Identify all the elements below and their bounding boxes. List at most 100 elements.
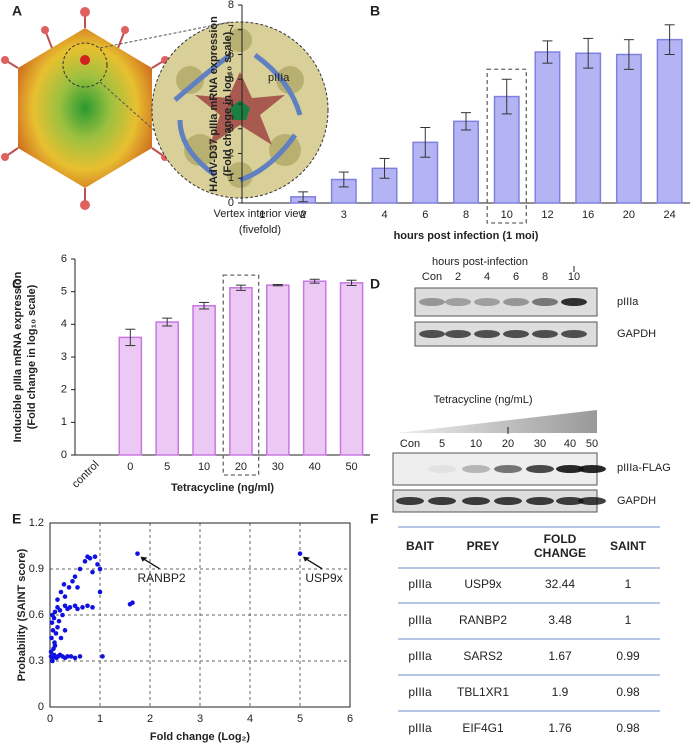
point bbox=[52, 643, 58, 648]
x-tick-label: 3 bbox=[197, 713, 203, 725]
y-tick-label: 5 bbox=[228, 73, 234, 85]
x-tick-label: 6 bbox=[422, 209, 428, 221]
y-tick-label: 1 bbox=[228, 172, 234, 184]
table-header: FOLD bbox=[544, 532, 577, 546]
table-header: CHANGE bbox=[534, 546, 586, 560]
point bbox=[135, 551, 140, 556]
annotation: RANBP2 bbox=[137, 571, 185, 585]
table-cell: RANBP2 bbox=[459, 613, 507, 627]
band bbox=[526, 465, 554, 473]
table-cell: 3.48 bbox=[548, 613, 572, 627]
blot-title: Tetracycline (ng/mL) bbox=[433, 394, 532, 406]
band bbox=[503, 330, 529, 338]
x-tick-label: 0 bbox=[47, 713, 53, 725]
lane-label: 30 bbox=[534, 438, 546, 450]
bar bbox=[266, 284, 290, 456]
y-tick-label: 6 bbox=[228, 48, 234, 60]
band bbox=[556, 497, 584, 505]
table-cell: USP9x bbox=[464, 577, 501, 591]
band bbox=[532, 330, 558, 338]
y-axis-label: (Fold change in log₁₀ scale) bbox=[222, 31, 234, 176]
y-axis-label: (Fold change in log₁₀ scale) bbox=[26, 284, 38, 429]
point bbox=[72, 655, 78, 661]
bar bbox=[118, 336, 143, 456]
y-tick-label: 8 bbox=[228, 0, 234, 11]
table-cell: 1.76 bbox=[548, 721, 572, 735]
band bbox=[445, 298, 471, 306]
table-cell: 1.67 bbox=[548, 649, 572, 663]
y-tick-label: 0 bbox=[61, 449, 67, 461]
x-tick-label: 6 bbox=[347, 713, 353, 725]
table-header: BAIT bbox=[406, 539, 435, 553]
table-cell: 0.99 bbox=[616, 649, 640, 663]
point bbox=[297, 551, 303, 556]
blot-title: hours post-infection bbox=[432, 256, 528, 268]
point bbox=[70, 578, 75, 584]
point bbox=[87, 555, 93, 561]
x-tick-label: 2 bbox=[300, 209, 306, 221]
band bbox=[561, 330, 587, 338]
bar bbox=[534, 51, 561, 204]
y-tick-label: 6 bbox=[61, 253, 67, 265]
band bbox=[578, 465, 606, 473]
table-cell: pIIIa bbox=[408, 721, 432, 735]
x-tick-label: 10 bbox=[198, 461, 210, 473]
point bbox=[50, 658, 55, 664]
row-label: pIIIa bbox=[617, 296, 639, 308]
annotation: USP9x bbox=[305, 571, 342, 585]
point bbox=[100, 654, 105, 659]
y-tick-label: 1.2 bbox=[29, 517, 44, 529]
y-tick-label: 3 bbox=[228, 123, 234, 135]
row-label: GAPDH bbox=[617, 495, 656, 507]
point bbox=[62, 603, 68, 609]
y-tick-label: 0.9 bbox=[29, 563, 44, 575]
bar bbox=[339, 282, 364, 456]
point bbox=[52, 609, 58, 615]
band bbox=[578, 497, 606, 505]
table-cell: 0.98 bbox=[616, 721, 640, 735]
point bbox=[49, 635, 54, 641]
point bbox=[62, 628, 68, 633]
panel-letter: F bbox=[370, 511, 379, 527]
point bbox=[85, 603, 90, 609]
table-cell: 1 bbox=[625, 577, 632, 591]
x-tick-label: 8 bbox=[463, 209, 469, 221]
table-cell: pIIIa bbox=[408, 685, 432, 699]
y-axis-label: Inducible pIIIa mRNA expression bbox=[12, 271, 24, 442]
band bbox=[494, 497, 522, 505]
point bbox=[55, 605, 60, 610]
point bbox=[90, 605, 95, 610]
x-tick-label: 5 bbox=[297, 713, 303, 725]
protein-label: pIIIa bbox=[268, 72, 290, 84]
band bbox=[419, 298, 445, 306]
table-cell: 32.44 bbox=[545, 577, 575, 591]
table-header: SAINT bbox=[610, 539, 647, 553]
y-tick-label: 1 bbox=[61, 416, 67, 428]
y-tick-label: 4 bbox=[61, 318, 67, 330]
y-tick-label: 2 bbox=[61, 384, 67, 396]
western-blot: hours post-infection Tetracycline (ng/mL… bbox=[392, 256, 598, 513]
band bbox=[419, 330, 445, 338]
band bbox=[462, 497, 490, 505]
band bbox=[462, 465, 490, 473]
highlight-box bbox=[222, 274, 260, 476]
bar bbox=[155, 321, 179, 456]
point bbox=[68, 654, 74, 659]
point bbox=[49, 620, 55, 625]
caption: (fivefold) bbox=[239, 224, 281, 236]
bar bbox=[192, 304, 216, 456]
point bbox=[55, 597, 60, 602]
x-tick-label: 50 bbox=[345, 461, 357, 473]
point bbox=[72, 574, 78, 579]
band bbox=[445, 330, 471, 338]
band bbox=[474, 298, 500, 306]
lane-label: 4 bbox=[484, 271, 490, 283]
table-cell: SARS2 bbox=[463, 649, 503, 663]
x-axis-label: hours post infection (1 moi) bbox=[394, 230, 539, 242]
row-label: pIIIa-FLAG bbox=[617, 462, 671, 474]
y-tick-label: 5 bbox=[61, 286, 67, 298]
row-label: GAPDH bbox=[617, 328, 656, 340]
bar bbox=[656, 38, 683, 204]
point bbox=[77, 654, 83, 659]
arrow-head bbox=[303, 556, 310, 562]
